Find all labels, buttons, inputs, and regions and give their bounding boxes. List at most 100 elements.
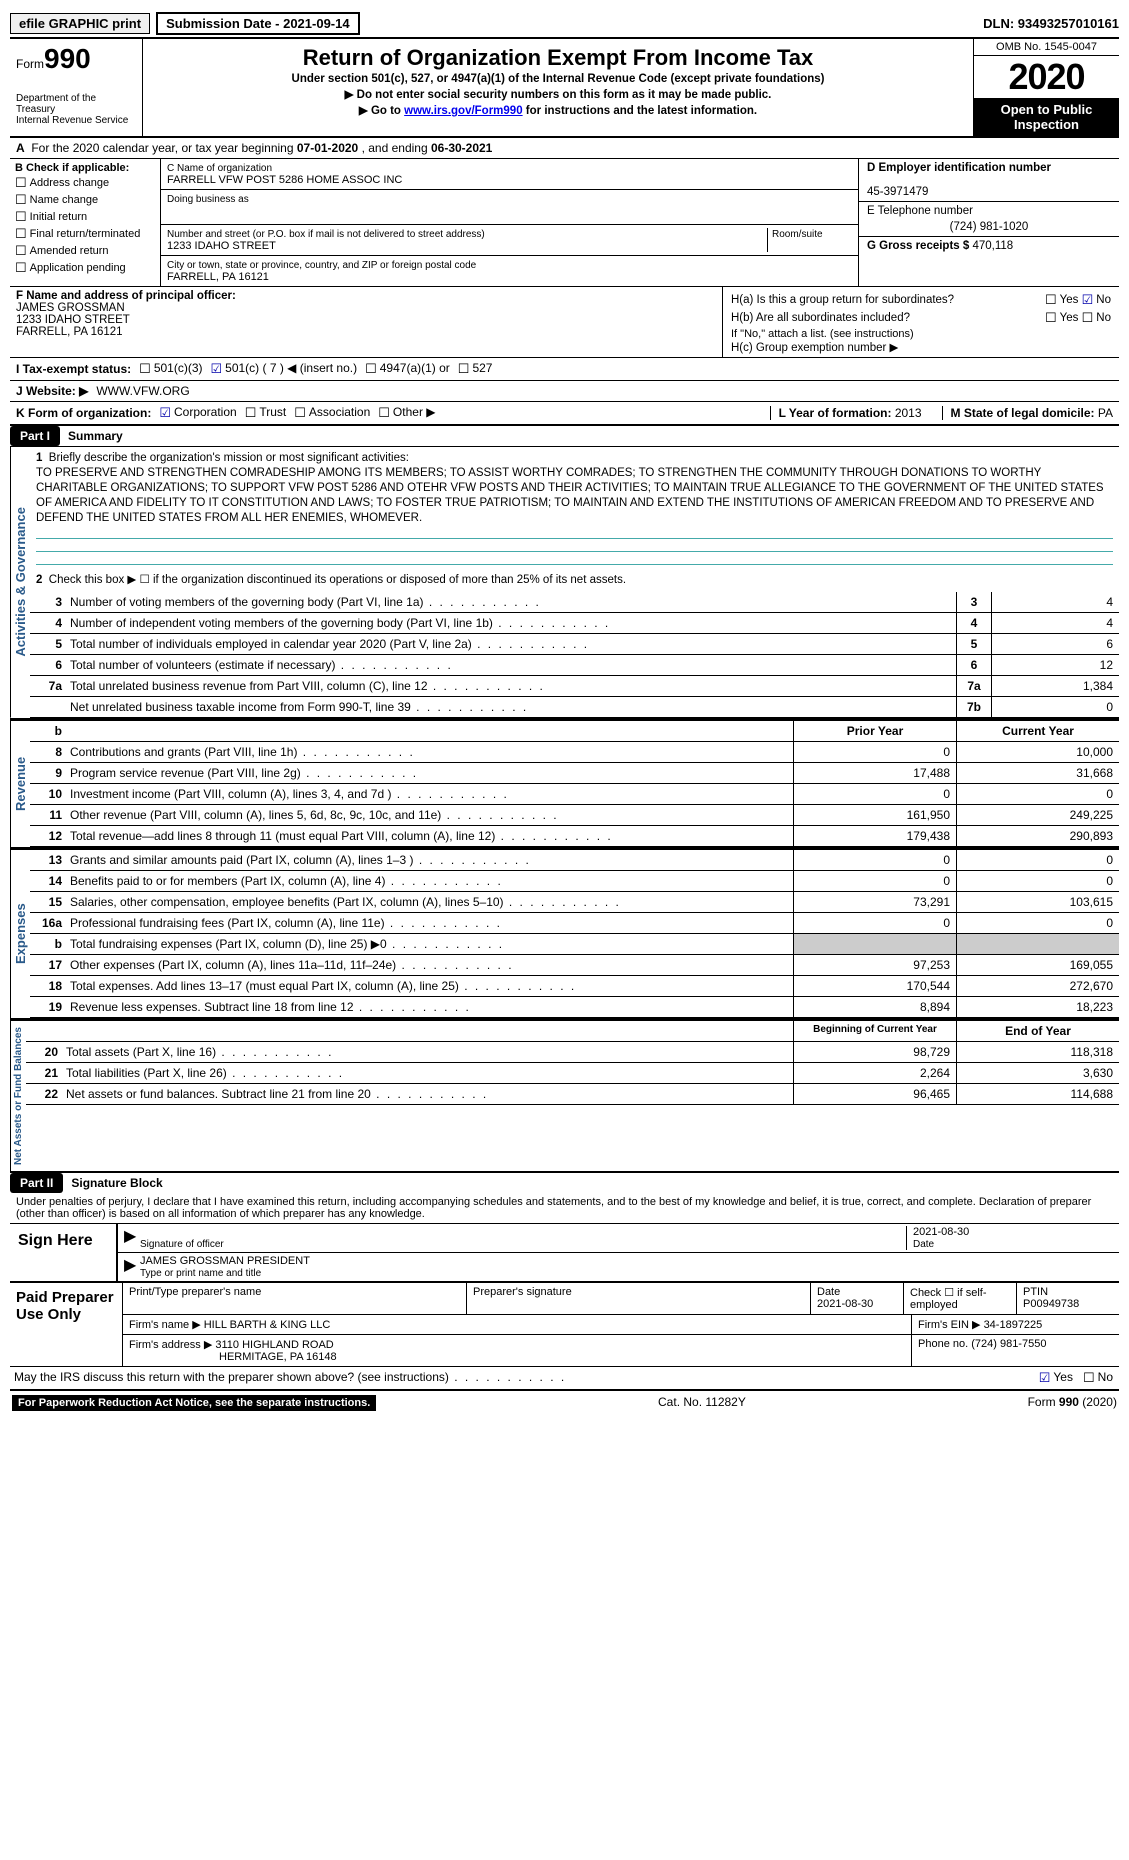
chk-name[interactable]: Name change [15, 192, 155, 208]
opt-assoc[interactable]: Association [294, 405, 370, 421]
firm-addr: 3110 HIGHLAND ROAD [215, 1339, 333, 1351]
hdr-curr: Current Year [956, 721, 1119, 741]
tax-year: 2020 [974, 56, 1119, 98]
part2-header: Part II Signature Block [10, 1173, 1119, 1193]
ein-lbl: D Employer identification number [867, 162, 1051, 174]
chk-amended[interactable]: Amended return [15, 243, 155, 259]
expense-row: 18Total expenses. Add lines 13–17 (must … [30, 976, 1119, 997]
firm-addr-lbl: Firm's address ▶ [129, 1339, 215, 1351]
cat-no: Cat. No. 11282Y [658, 1395, 746, 1411]
rowK-lbl: K Form of organization: [16, 406, 151, 420]
gross-lbl: G Gross receipts $ [867, 240, 972, 252]
m-state-val: PA [1098, 406, 1113, 420]
org-name: FARRELL VFW POST 5286 HOME ASSOC INC [167, 174, 402, 186]
part2-label: Part II [10, 1173, 63, 1193]
hc-line: H(c) Group exemption number ▶ [731, 340, 1111, 354]
ptin-val: P00949738 [1023, 1298, 1079, 1310]
phone-box: E Telephone number (724) 981-1020 [859, 202, 1119, 237]
hdr-end: End of Year [956, 1021, 1119, 1041]
city-val: FARRELL, PA 16121 [167, 271, 269, 283]
prep-date: 2021-08-30 [817, 1298, 873, 1310]
lineA-begin: 07-01-2020 [297, 141, 358, 155]
hdr-begin: Beginning of Current Year [793, 1021, 956, 1041]
discuss-yes[interactable]: Yes [1039, 1370, 1073, 1384]
ha-yes[interactable]: Yes [1045, 294, 1078, 306]
opt-501c3[interactable]: 501(c)(3) [139, 361, 202, 377]
header-mid: Return of Organization Exempt From Incom… [143, 39, 973, 136]
prep-date-hdr: Date [817, 1286, 840, 1298]
gross-box: G Gross receipts $ 470,118 [859, 237, 1119, 255]
firm-ein: 34-1897225 [984, 1319, 1043, 1331]
discuss-no[interactable]: No [1083, 1370, 1113, 1384]
prep-row-2: Firm's name ▶ HILL BARTH & KING LLC Firm… [123, 1315, 1119, 1335]
sig-line-1: ▶ Signature of officer 2021-08-30Date [118, 1224, 1119, 1253]
prep-sig-hdr: Preparer's signature [467, 1283, 811, 1314]
m-state-lbl: M State of legal domicile: [951, 406, 1098, 420]
sig-name-lbl: Type or print name and title [140, 1268, 261, 1279]
sig-date-lbl: Date [913, 1239, 934, 1250]
l-year-lbl: L Year of formation: [779, 406, 895, 420]
opt-501c[interactable]: 501(c) ( 7 ) ◀ (insert no.) [211, 361, 358, 377]
chk-pending[interactable]: Application pending [15, 260, 155, 276]
colB-header: B Check if applicable: [15, 162, 155, 174]
expense-row: 16aProfessional fundraising fees (Part I… [30, 913, 1119, 934]
revenue-row: 11Other revenue (Part VIII, column (A), … [30, 805, 1119, 826]
vert-expenses: Expenses [10, 850, 30, 1018]
chk-initial[interactable]: Initial return [15, 209, 155, 225]
firm-lbl: Firm's name ▶ [129, 1319, 204, 1331]
subtitle-2: Do not enter social security numbers on … [151, 87, 965, 101]
revenue-row: 9Program service revenue (Part VIII, lin… [30, 763, 1119, 784]
q2-text: Check this box ▶ ☐ if the organization d… [49, 574, 626, 586]
opt-trust[interactable]: Trust [245, 405, 287, 421]
officer-box: F Name and address of principal officer:… [10, 287, 723, 357]
col-b: B Check if applicable: Address change Na… [10, 159, 161, 286]
dba-lbl: Doing business as [167, 194, 249, 205]
prep-row-1: Print/Type preparer's name Preparer's si… [123, 1283, 1119, 1315]
prep-selfemp[interactable]: Check ☐ if self-employed [904, 1283, 1017, 1314]
opt-corp[interactable]: Corporation [159, 405, 236, 421]
header-right: OMB No. 1545-0047 2020 Open to Public In… [973, 39, 1119, 136]
firm-phone-lbl: Phone no. [918, 1338, 971, 1350]
subtitle-1: Under section 501(c), 527, or 4947(a)(1)… [151, 73, 965, 85]
top-bar: efile GRAPHIC print Submission Date - 20… [10, 10, 1119, 39]
ein-box: D Employer identification number 45-3971… [859, 159, 1119, 202]
netassets-row: 22Net assets or fund balances. Subtract … [26, 1084, 1119, 1105]
vert-activities: Activities & Governance [10, 447, 30, 718]
sig-line-2: ▶ JAMES GROSSMAN PRESIDENTType or print … [118, 1253, 1119, 1281]
preparer-block: Paid Preparer Use Only Print/Type prepar… [10, 1282, 1119, 1366]
sub3-pre: Go to [371, 105, 404, 117]
dba-box: Doing business as [161, 190, 858, 225]
ha-no[interactable]: No [1082, 294, 1111, 306]
summary-row: 6Total number of volunteers (estimate if… [30, 655, 1119, 676]
form-header: Form990 Department of the Treasury Inter… [10, 39, 1119, 138]
col-de: D Employer identification number 45-3971… [859, 159, 1119, 286]
net-header: Beginning of Current Year End of Year [26, 1021, 1119, 1042]
room-lbl: Room/suite [772, 229, 823, 240]
vert-net: Net Assets or Fund Balances [10, 1021, 26, 1171]
irs-link[interactable]: www.irs.gov/Form990 [404, 105, 522, 117]
netassets-row: 21Total liabilities (Part X, line 26)2,2… [26, 1063, 1119, 1084]
discuss-row: May the IRS discuss this return with the… [10, 1366, 1119, 1391]
lineA-end: 06-30-2021 [431, 141, 492, 155]
org-name-lbl: C Name of organization [167, 163, 272, 174]
row-k: K Form of organization: Corporation Trus… [10, 402, 1119, 426]
expenses-section: Expenses 13Grants and similar amounts pa… [10, 849, 1119, 1020]
row-fh: F Name and address of principal officer:… [10, 287, 1119, 358]
addr-box: Number and street (or P.O. box if mail i… [161, 225, 858, 256]
chk-final[interactable]: Final return/terminated [15, 226, 155, 242]
officer-name: JAMES GROSSMAN [16, 302, 125, 314]
part1-label: Part I [10, 426, 60, 446]
efile-print-button[interactable]: efile GRAPHIC print [10, 13, 150, 34]
ha-text: H(a) Is this a group return for subordin… [731, 294, 954, 306]
q2-block: 2 Check this box ▶ ☐ if the organization… [30, 569, 1119, 592]
firm-addr2: HERMITAGE, PA 16148 [129, 1351, 337, 1363]
opt-4947[interactable]: 4947(a)(1) or [365, 361, 450, 377]
group-return-box: H(a) Is this a group return for subordin… [723, 287, 1119, 357]
chk-address[interactable]: Address change [15, 175, 155, 191]
q1-text: TO PRESERVE AND STRENGTHEN COMRADESHIP A… [36, 467, 1104, 524]
opt-other[interactable]: Other ▶ [378, 405, 435, 421]
hb-no[interactable]: No [1082, 312, 1111, 324]
opt-527[interactable]: 527 [458, 361, 493, 377]
phone-val: (724) 981-1020 [867, 217, 1111, 233]
hb-yes[interactable]: Yes [1045, 312, 1078, 324]
